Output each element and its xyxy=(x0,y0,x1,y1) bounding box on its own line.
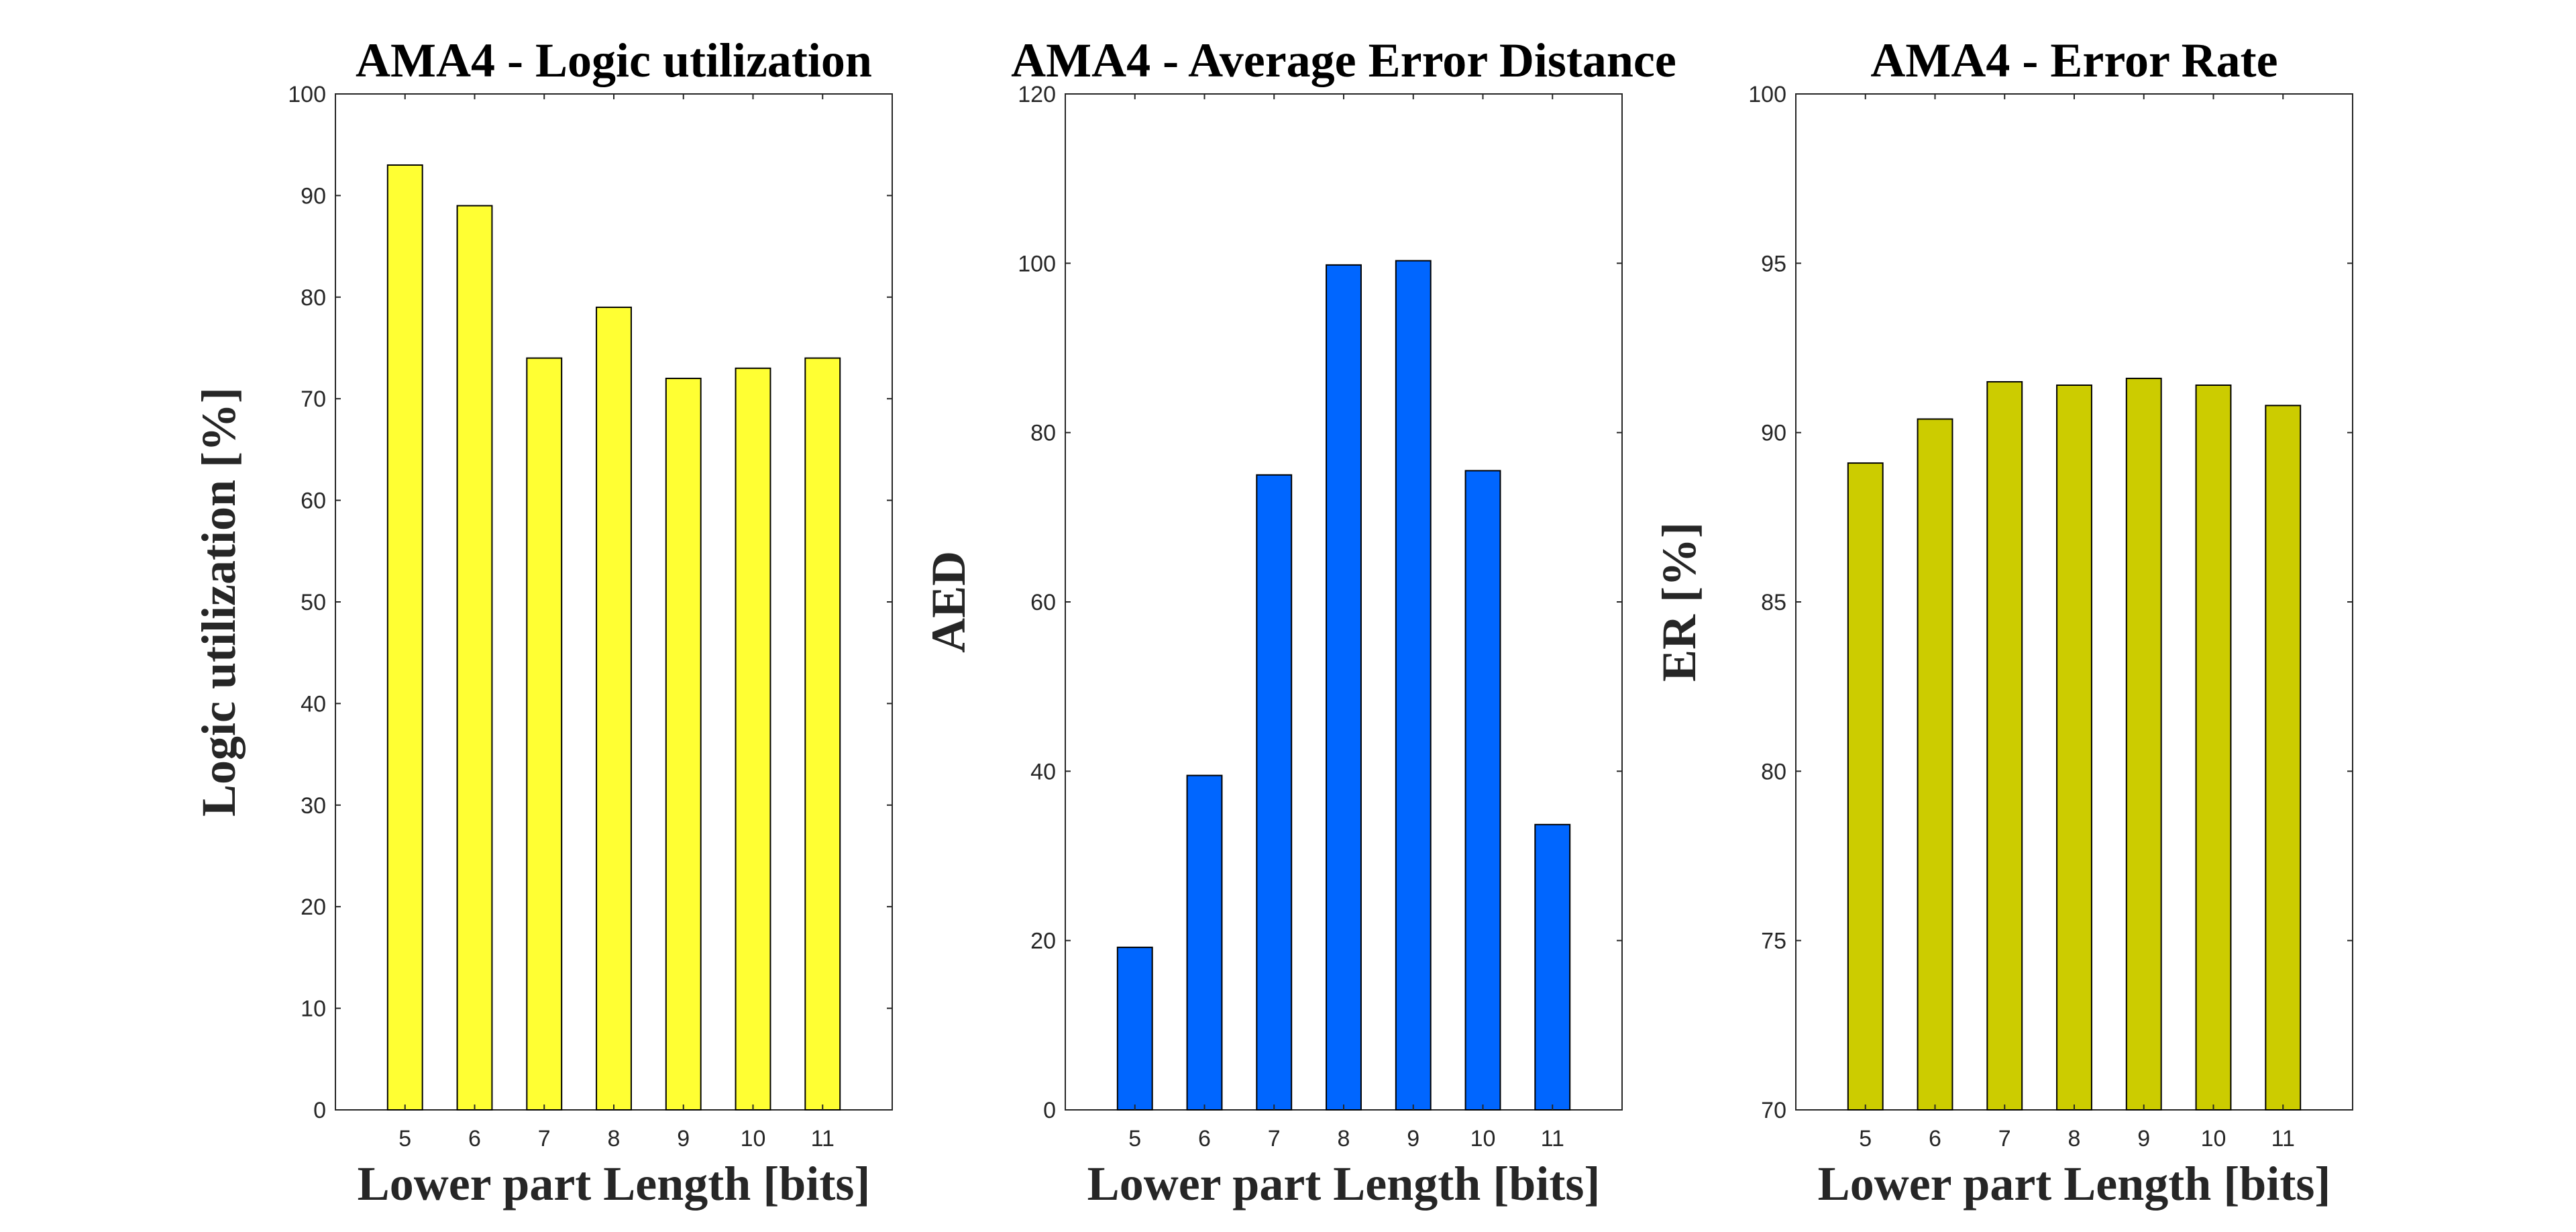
x-tick-label: 11 xyxy=(2271,1126,2295,1151)
bar xyxy=(1256,474,1293,1111)
bar xyxy=(2125,377,2162,1111)
y-tick-label: 70 xyxy=(301,387,326,412)
x-tick-label: 9 xyxy=(1407,1126,1419,1151)
x-tick-label: 10 xyxy=(1470,1126,1496,1151)
y-tick-label: 75 xyxy=(1761,929,1786,954)
bar xyxy=(1986,380,2023,1111)
bar xyxy=(1464,470,1501,1111)
bar xyxy=(1326,264,1362,1111)
y-tick-label: 100 xyxy=(288,82,326,107)
x-tick-label: 8 xyxy=(2068,1126,2081,1151)
chart-title: AMA4 - Logic utilization xyxy=(356,34,872,87)
bar xyxy=(735,367,771,1111)
y-tick-label: 100 xyxy=(1748,82,1786,107)
y-tick-label: 80 xyxy=(1030,421,1056,446)
bar xyxy=(1116,946,1153,1111)
y-tick-label: 120 xyxy=(1018,82,1056,107)
x-tick-label: 11 xyxy=(1541,1126,1564,1151)
x-tick-label: 10 xyxy=(741,1126,766,1151)
x-tick-label: 6 xyxy=(1198,1126,1211,1151)
x-tick-label: 5 xyxy=(398,1126,411,1151)
y-tick-label: 0 xyxy=(1043,1098,1056,1123)
y-axis-label: AED xyxy=(922,551,975,653)
y-tick-label: 50 xyxy=(301,590,326,615)
bar xyxy=(2056,384,2092,1111)
y-tick-label: 20 xyxy=(301,894,326,920)
y-axis-label: Logic utilization [%] xyxy=(192,387,246,817)
x-tick-label: 9 xyxy=(2137,1126,2150,1151)
x-tick-label: 5 xyxy=(1128,1126,1141,1151)
bar xyxy=(386,164,423,1111)
chart-title: AMA4 - Error Rate xyxy=(1870,34,2277,87)
y-tick-label: 95 xyxy=(1761,251,1786,276)
bar xyxy=(596,306,632,1111)
bar xyxy=(1186,774,1223,1111)
bar xyxy=(2195,384,2232,1111)
bar xyxy=(526,357,563,1111)
bar xyxy=(456,205,493,1111)
x-tick-label: 8 xyxy=(608,1126,621,1151)
x-tick-label: 11 xyxy=(811,1126,835,1151)
chart-panel-1: 0 10 20 30 40 50 60 70 80 90 100 5 6 7 8 9 10 11 AMA4 - Lo… xyxy=(192,34,893,1211)
y-tick-label: 40 xyxy=(1030,759,1056,784)
y-tick-label: 90 xyxy=(301,183,326,209)
bar xyxy=(1917,418,1953,1111)
bar xyxy=(1534,823,1571,1111)
y-tick-label: 90 xyxy=(1761,421,1786,446)
y-tick-label: 0 xyxy=(313,1098,326,1123)
x-tick-label: 7 xyxy=(1268,1126,1281,1151)
x-tick-label: 6 xyxy=(468,1126,481,1151)
y-tick-label: 40 xyxy=(301,691,326,717)
x-tick-label: 9 xyxy=(677,1126,690,1151)
y-tick-label: 60 xyxy=(1030,590,1056,615)
x-tick-label: 10 xyxy=(2201,1126,2226,1151)
chart-title: AMA4 - Average Error Distance xyxy=(1011,34,1676,87)
y-tick-label: 80 xyxy=(301,285,326,311)
x-tick-label: 6 xyxy=(1929,1126,1941,1151)
y-tick-label: 80 xyxy=(1761,759,1786,784)
x-axis-label: Lower part Length [bits] xyxy=(1818,1157,2331,1211)
y-axis-label: ER [%] xyxy=(1652,522,1706,682)
y-tick-label: 60 xyxy=(301,489,326,514)
bar xyxy=(1847,462,1884,1111)
bar xyxy=(2265,405,2302,1111)
x-tick-label: 5 xyxy=(1859,1126,1872,1151)
x-tick-label: 7 xyxy=(538,1126,551,1151)
y-tick-label: 30 xyxy=(301,793,326,819)
bar xyxy=(665,377,702,1111)
x-axis-label: Lower part Length [bits] xyxy=(358,1157,871,1211)
bar xyxy=(1395,260,1432,1111)
chart-panel-2: 0 20 40 60 80 100 120 5 6 7 8 9 10 11 AMA4 - Average E… xyxy=(922,34,1676,1211)
y-tick-label: 100 xyxy=(1018,251,1056,276)
chart-panel-3: 70 75 80 85 90 95 100 5 6 7 8 9 10 11 AMA4 - Error Rat… xyxy=(1652,34,2353,1211)
x-tick-label: 7 xyxy=(1998,1126,2011,1151)
y-tick-label: 70 xyxy=(1761,1098,1786,1123)
y-tick-label: 10 xyxy=(301,996,326,1022)
x-axis-label: Lower part Length [bits] xyxy=(1087,1157,1601,1211)
x-tick-label: 8 xyxy=(1338,1126,1350,1151)
y-tick-label: 85 xyxy=(1761,590,1786,615)
bar xyxy=(804,357,841,1111)
y-tick-label: 20 xyxy=(1030,929,1056,954)
